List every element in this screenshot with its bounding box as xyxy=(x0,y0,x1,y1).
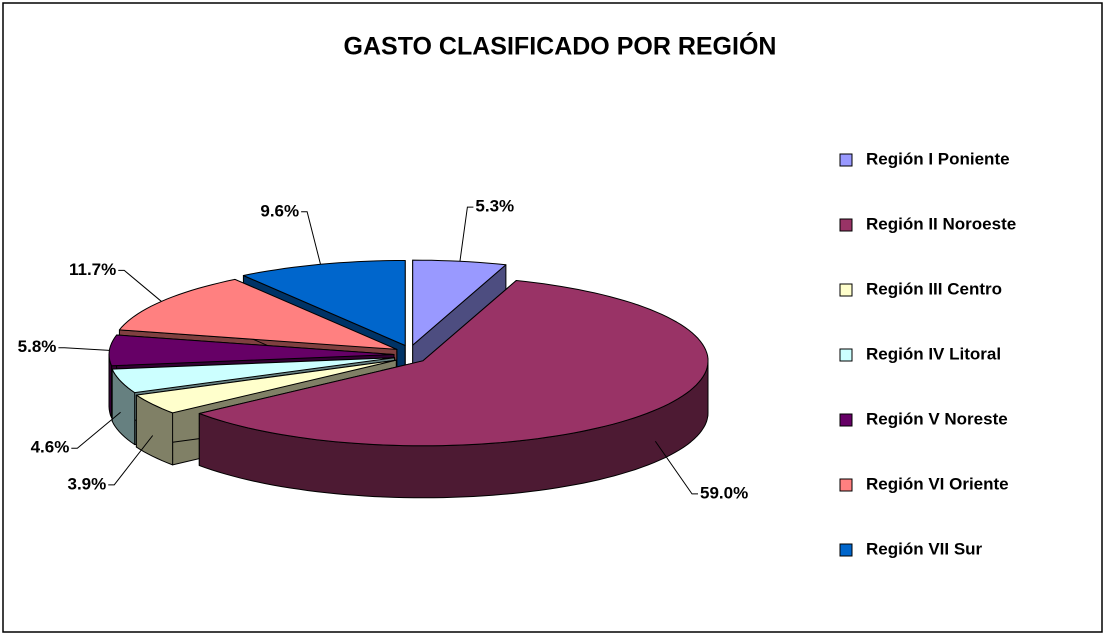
data-label: 4.6% xyxy=(31,438,70,457)
leader-line xyxy=(118,269,162,302)
data-label: 5.8% xyxy=(18,337,57,356)
legend-label: Región II Noroeste xyxy=(866,214,1016,233)
legend-swatch xyxy=(839,218,853,232)
slice xyxy=(108,334,395,367)
leader-line xyxy=(301,211,321,265)
leader-line xyxy=(654,440,699,495)
leader-line xyxy=(71,411,121,449)
slice xyxy=(198,280,709,447)
legend-swatch xyxy=(839,348,853,362)
data-label: 5.3% xyxy=(475,197,514,216)
data-label: 3.9% xyxy=(67,474,106,493)
leader-line xyxy=(58,347,110,351)
legend-label: Región IV Litoral xyxy=(866,344,1001,363)
legend-label: Región III Centro xyxy=(866,279,1002,298)
slice xyxy=(135,359,397,414)
legend-label: Región V Noreste xyxy=(866,409,1008,428)
legend-swatch xyxy=(839,543,853,557)
slice xyxy=(111,357,396,394)
legend-label: Región VII Sur xyxy=(866,539,983,558)
slice xyxy=(242,260,406,346)
data-label: 9.6% xyxy=(260,201,299,220)
legend-swatch xyxy=(839,478,853,492)
leader-line xyxy=(108,435,154,486)
legend-swatch xyxy=(839,413,853,427)
legend-swatch xyxy=(839,283,853,297)
data-label: 59.0% xyxy=(700,483,748,502)
chart-title: GASTO CLASIFICADO POR REGIÓN xyxy=(344,31,777,61)
legend-label: Región VI Oriente xyxy=(866,474,1009,493)
legend-label: Región I Poniente xyxy=(866,149,1010,168)
leader-line xyxy=(459,206,474,262)
data-label: 11.7% xyxy=(69,260,116,279)
legend-swatch xyxy=(839,153,853,167)
